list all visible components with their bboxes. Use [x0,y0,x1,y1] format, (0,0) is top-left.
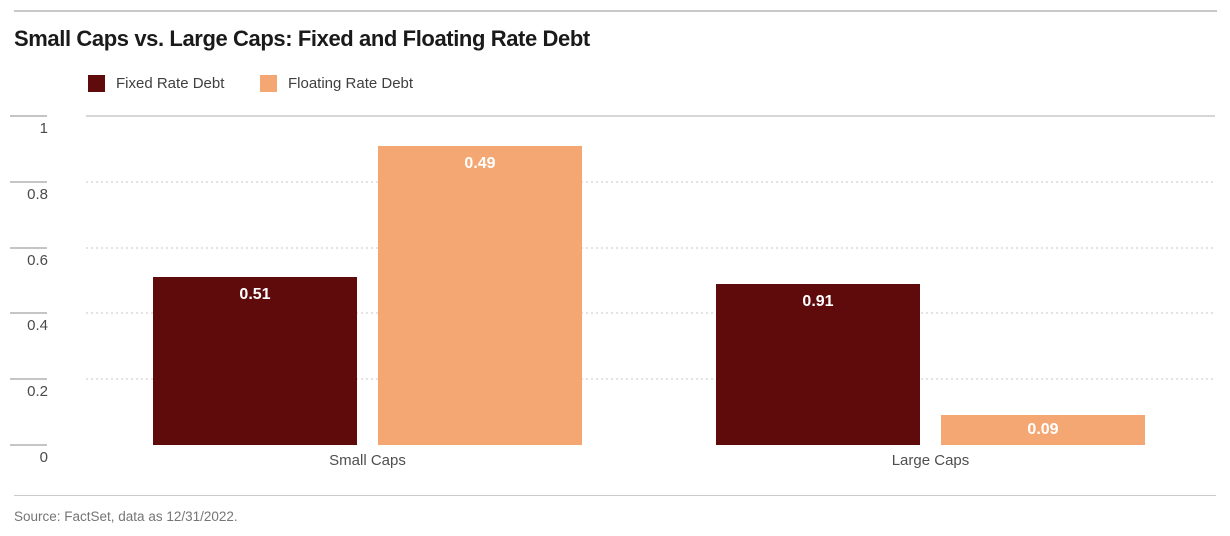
bar-value-label: 0.91 [802,292,834,310]
legend-item: Floating Rate Debt [260,75,413,92]
y-axis-tick-mark [10,180,47,183]
gridline [86,180,1215,183]
bar-fixed-rate-large-caps [716,283,920,445]
gridline [86,246,1215,249]
bar-value-label: 0.09 [1027,421,1059,439]
y-axis-tick-mark [10,444,47,446]
plot-area: 1 0.8 0.6 0.4 0.2 0 0.51 0.49 Small Caps 0.91 0.09… [10,115,1215,469]
top-divider [14,10,1217,12]
chart-title: Small Caps vs. Large Caps: Fixed and Flo… [14,26,590,51]
bottom-divider [14,495,1216,496]
bar-value-label: 0.51 [239,286,271,304]
y-axis-tick-mark [10,378,47,381]
gridline [86,378,1215,381]
y-axis-tick-label: 0.4 [27,317,48,335]
bar-floating-rate-large-caps [941,415,1145,445]
legend-item: Fixed Rate Debt [88,75,224,92]
y-axis-tick-label: 1 [39,120,48,137]
x-axis-category-label: Large Caps [891,452,970,469]
legend-label: Fixed Rate Debt [116,75,225,92]
bar-floating-rate-small-caps [378,145,582,445]
y-axis-tick-mark [10,115,47,117]
x-axis-category-label: Small Caps [329,452,406,469]
y-axis-tick-label: 0.6 [27,251,48,269]
legend-label: Floating Rate Debt [288,75,414,92]
y-axis-tick-label: 0.2 [27,383,48,401]
y-axis-tick-label: 0.8 [27,185,48,203]
y-axis-tick-label: 0 [39,449,48,466]
gridline [86,115,1215,117]
y-axis-tick-mark [10,312,47,315]
legend-swatch-icon [260,75,277,92]
bar-value-label: 0.49 [464,154,496,172]
y-axis-tick-mark [10,246,47,249]
legend-swatch-icon [88,75,105,92]
gridline [86,312,1215,315]
bar-fixed-rate-small-caps [153,277,357,445]
source-note: Source: FactSet, data as 12/31/2022. [14,509,238,524]
